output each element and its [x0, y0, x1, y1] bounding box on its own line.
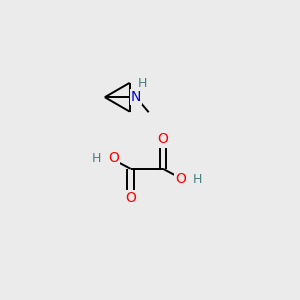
Text: O: O — [158, 133, 168, 146]
Text: H: H — [91, 152, 101, 165]
Text: O: O — [175, 172, 186, 186]
Text: O: O — [125, 191, 136, 205]
Text: N: N — [131, 90, 141, 104]
Text: H: H — [138, 77, 147, 90]
Text: H: H — [193, 173, 202, 186]
Text: O: O — [108, 152, 119, 165]
